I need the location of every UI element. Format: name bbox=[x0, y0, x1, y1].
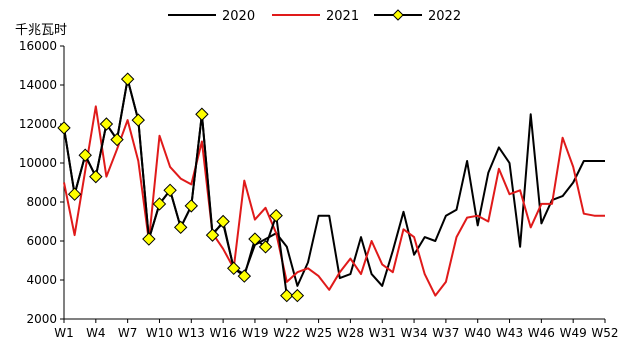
data-point-2022 bbox=[280, 288, 294, 303]
x-tick-label: W40 bbox=[464, 326, 491, 340]
data-point-2022 bbox=[67, 187, 82, 201]
y-tick-label: 12000 bbox=[19, 117, 57, 131]
series-line-2020 bbox=[63, 78, 605, 287]
x-tick-label: W4 bbox=[86, 326, 106, 340]
x-tick-label: W1 bbox=[54, 326, 74, 340]
data-point-2022 bbox=[142, 232, 156, 246]
y-axis-unit-label: 千兆瓦时 bbox=[15, 23, 67, 38]
data-point-2022 bbox=[78, 148, 92, 162]
legend: 2020 2021 2022 bbox=[168, 9, 461, 24]
legend-label: 2022 bbox=[428, 9, 461, 24]
x-tick-label: W37 bbox=[432, 326, 459, 340]
data-point-2022 bbox=[131, 113, 145, 127]
y-tick-label: 10000 bbox=[19, 156, 57, 170]
data-point-2022 bbox=[258, 240, 273, 254]
x-tick-label: W13 bbox=[178, 326, 205, 340]
series-2022 bbox=[57, 72, 305, 303]
data-point-2022 bbox=[237, 269, 252, 283]
plot-area: 2000 4000 6000 8000 10000 12000 14000 16000 W1 W4… bbox=[19, 39, 618, 340]
y-tick-label: 16000 bbox=[19, 39, 57, 53]
x-tick-label: W46 bbox=[528, 326, 555, 340]
data-point-2022 bbox=[99, 117, 114, 131]
data-point-2022 bbox=[163, 183, 177, 198]
data-point-2022 bbox=[269, 208, 283, 223]
data-point-2022 bbox=[57, 121, 71, 135]
y-tick-label: 2000 bbox=[26, 312, 57, 326]
x-tick-label: W31 bbox=[369, 326, 396, 340]
data-point-2022 bbox=[110, 132, 124, 147]
data-point-2022 bbox=[173, 220, 188, 235]
legend-label: 2020 bbox=[222, 9, 255, 24]
y-tick-label: 4000 bbox=[26, 273, 57, 287]
x-tick-label: W7 bbox=[118, 326, 138, 340]
data-point-2022 bbox=[227, 261, 241, 276]
legend-entry-2021: 2021 bbox=[272, 9, 359, 24]
series-line-2021 bbox=[63, 105, 605, 297]
y-tick-label: 8000 bbox=[26, 195, 57, 209]
y-tick-label: 14000 bbox=[19, 78, 57, 92]
x-tick-label: W22 bbox=[273, 326, 300, 340]
series-2020 bbox=[63, 78, 605, 287]
data-point-2022 bbox=[195, 107, 209, 121]
data-point-2022 bbox=[89, 169, 103, 184]
x-tick-label: W43 bbox=[496, 326, 523, 340]
x-tick-label: W10 bbox=[146, 326, 173, 340]
x-tick-label: W16 bbox=[210, 326, 237, 340]
y-tick-label: 6000 bbox=[26, 234, 57, 248]
data-point-2022 bbox=[152, 197, 167, 211]
series-2021 bbox=[63, 105, 605, 297]
data-point-2022 bbox=[290, 288, 305, 303]
data-point-2022 bbox=[120, 72, 135, 86]
legend-marker bbox=[392, 9, 404, 21]
data-point-2022 bbox=[248, 232, 262, 246]
x-tick-label: W52 bbox=[591, 326, 618, 340]
data-point-2022 bbox=[184, 199, 199, 213]
legend-label: 2021 bbox=[326, 9, 359, 24]
legend-entry-2022: 2022 bbox=[374, 9, 461, 24]
x-tick-label: W28 bbox=[337, 326, 364, 340]
x-tick-label: W49 bbox=[560, 326, 587, 340]
x-tick-label: W19 bbox=[241, 326, 268, 340]
x-tick-label: W25 bbox=[305, 326, 332, 340]
data-point-2022 bbox=[216, 214, 230, 229]
series-line-2022 bbox=[63, 78, 298, 297]
x-tick-label: W34 bbox=[400, 326, 427, 340]
legend-entry-2020: 2020 bbox=[168, 9, 255, 24]
data-point-2022 bbox=[205, 228, 220, 242]
